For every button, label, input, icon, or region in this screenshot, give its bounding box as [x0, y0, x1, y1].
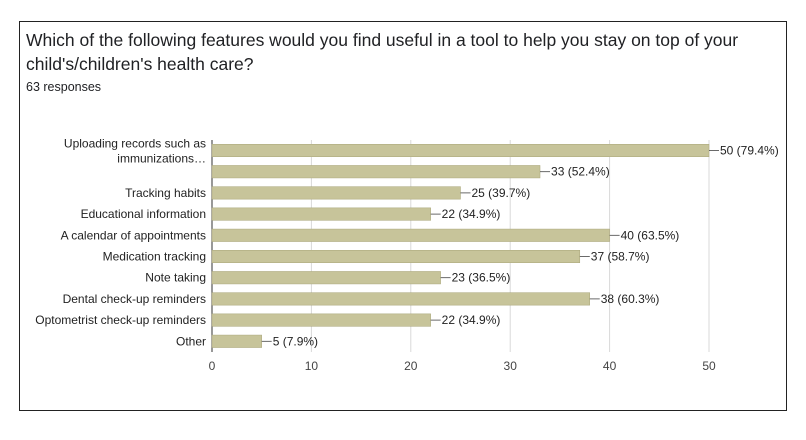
x-tick-label: 0 [209, 359, 216, 373]
x-tick-label: 10 [305, 359, 319, 373]
category-label: Uploading records such as [64, 137, 206, 151]
bar [211, 334, 262, 348]
bar [211, 313, 431, 327]
category-label: Educational information [81, 207, 206, 221]
category-label: Tracking habits [125, 186, 206, 200]
data-label: 50 (79.4%) [720, 144, 779, 158]
x-tick-label: 20 [404, 359, 418, 373]
data-label: 22 (34.9%) [442, 313, 501, 327]
category-label: Other [176, 334, 206, 348]
x-tick-label: 30 [504, 359, 518, 373]
bar [211, 207, 431, 221]
response-count: 63 responses [26, 80, 102, 94]
data-label: 33 (52.4%) [551, 165, 610, 179]
data-label: 40 (63.5%) [621, 228, 680, 242]
bar [211, 165, 541, 179]
data-label: 37 (58.7%) [591, 250, 650, 264]
x-tick-label: 50 [702, 359, 716, 373]
category-label: Dental check-up reminders [63, 292, 206, 306]
bar [211, 228, 610, 242]
data-label: 25 (39.7%) [472, 186, 531, 200]
category-label: Note taking [145, 271, 206, 285]
bar [211, 250, 581, 263]
bar [211, 186, 461, 200]
bar [211, 292, 590, 306]
data-label: 5 (7.9%) [273, 334, 318, 348]
category-label: Optometrist check-up reminders [35, 313, 206, 327]
category-label: immunizations… [117, 152, 206, 166]
data-label: 38 (60.3%) [601, 292, 660, 306]
bar [211, 144, 710, 157]
data-label: 23 (36.5%) [452, 271, 511, 285]
data-label: 22 (34.9%) [442, 207, 501, 221]
question-title: Which of the following features would yo… [26, 30, 739, 74]
bar [211, 271, 441, 285]
x-tick-label: 40 [603, 359, 617, 373]
category-label: A calendar of appointments [61, 228, 206, 242]
category-label: Medication tracking [103, 250, 206, 264]
